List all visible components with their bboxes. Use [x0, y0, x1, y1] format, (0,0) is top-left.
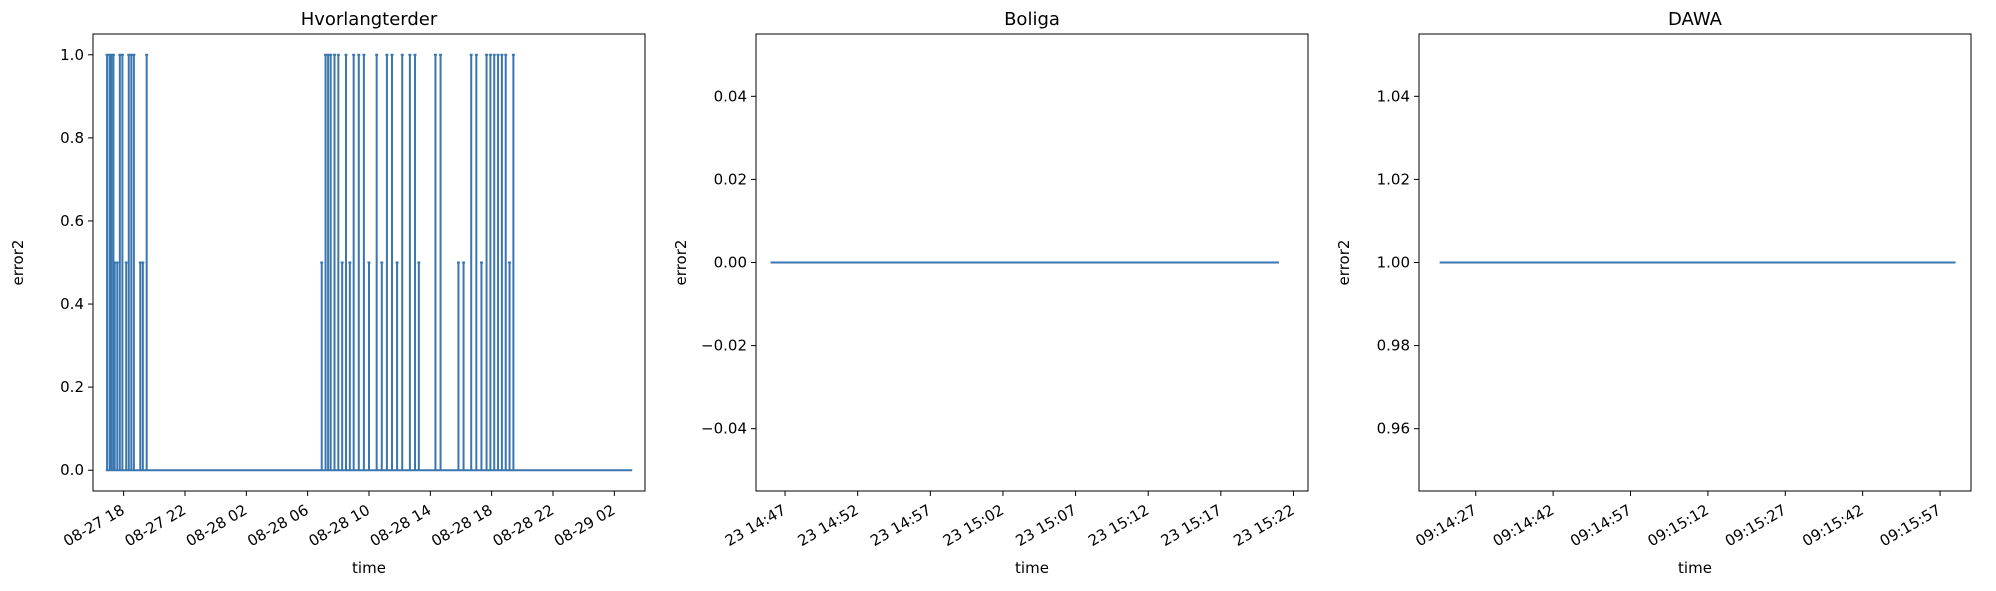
x-tick-label: 23 14:47 — [722, 501, 789, 550]
y-tick-label: 1.0 — [60, 46, 84, 64]
x-tick-label: 09:15:57 — [1877, 501, 1944, 550]
x-tick-label: 08-27 18 — [60, 501, 127, 550]
chart-title: DAWA — [1668, 9, 1723, 30]
y-tick-label: 0.2 — [60, 378, 84, 396]
x-tick-label: 08-27 22 — [122, 501, 189, 550]
x-tick-label: 08-29 02 — [551, 501, 618, 550]
x-tick-label: 09:14:27 — [1412, 501, 1479, 550]
x-tick-label: 23 15:22 — [1230, 501, 1297, 550]
y-tick-label: 0.8 — [60, 129, 84, 147]
chart-panel-dawa: DAWA 0.96 0.98 1.00 1.02 1.04 09:14:27 09:14:42… — [1335, 9, 1972, 577]
x-tick-label: 08-28 06 — [244, 501, 311, 550]
y-tick-label: 1.04 — [1377, 87, 1410, 105]
x-tick-label: 09:15:12 — [1645, 501, 1712, 550]
plot-frame — [755, 33, 1309, 492]
plot-frame — [92, 33, 646, 492]
y-tick-label: 0.0 — [60, 461, 84, 479]
x-tick-label: 23 14:52 — [795, 501, 862, 550]
x-tick-label: 08-28 10 — [306, 501, 373, 550]
x-tick-label: 09:15:27 — [1722, 501, 1789, 550]
x-tick-label: 09:14:42 — [1490, 501, 1557, 550]
x-axis-label: time — [352, 559, 386, 577]
x-tick-label: 08-28 18 — [428, 501, 495, 550]
x-tick-label: 09:14:57 — [1567, 501, 1634, 550]
x-tick-label: 08-28 02 — [183, 501, 250, 550]
y-tick-label: 0.6 — [60, 212, 84, 230]
y-axis-label: error2 — [9, 240, 27, 286]
y-tick-label: 1.02 — [1377, 170, 1410, 188]
x-axis-label: time — [1015, 559, 1049, 577]
y-tick-label: 0.00 — [714, 254, 747, 272]
chart-title: Hvorlangterder — [301, 9, 438, 30]
y-tick-label: 0.04 — [714, 87, 747, 105]
y-tick-label: 0.4 — [60, 295, 84, 313]
y-tick-label: 0.02 — [714, 170, 747, 188]
x-tick-label: 09:15:42 — [1799, 501, 1866, 550]
x-axis-label: time — [1678, 559, 1712, 577]
chart-title: Boliga — [1004, 9, 1060, 30]
y-tick-label: −0.04 — [701, 420, 747, 438]
x-tick-label: 08-28 22 — [490, 501, 557, 550]
x-tick-label: 23 15:07 — [1012, 501, 1079, 550]
y-axis-label: error2 — [672, 240, 690, 286]
x-tick-label: 08-28 14 — [367, 501, 434, 550]
y-tick-label: 1.00 — [1377, 254, 1410, 272]
chart-panel-hvorlangterder: Hvorlangterder 0.0 0.2 0.4 0.6 0.8 1.0 08-27 18… — [9, 9, 646, 577]
y-tick-label: 0.98 — [1377, 337, 1410, 355]
x-tick-label: 23 14:57 — [867, 501, 934, 550]
x-tick-label: 23 15:12 — [1085, 501, 1152, 550]
x-tick-label: 23 15:02 — [940, 501, 1007, 550]
y-axis-label: error2 — [1335, 240, 1353, 286]
y-tick-label: −0.02 — [701, 337, 747, 355]
y-tick-label: 0.96 — [1377, 420, 1410, 438]
x-tick-label: 23 15:17 — [1158, 501, 1225, 550]
plot-frame — [1418, 33, 1972, 492]
